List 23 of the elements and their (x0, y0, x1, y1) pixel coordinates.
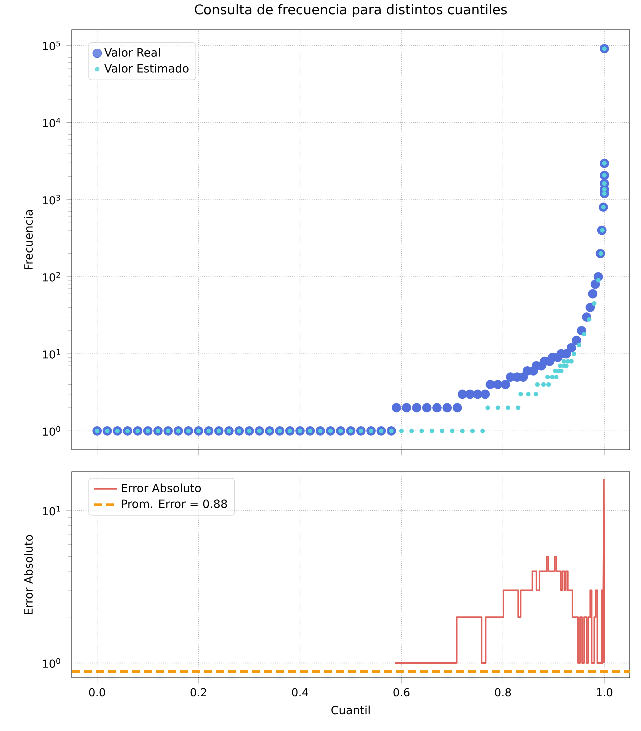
x-tick-label: 1.0 (597, 688, 613, 697)
y-tick-label: 10$^{5}$ (43, 40, 60, 50)
y-tick-label: 10$^{1}$ (43, 349, 60, 359)
legend-label: Prom. Error = 0.88 (122, 500, 228, 508)
legend-label: Valor Real (104, 48, 160, 57)
x-tick-label: 0.8 (495, 688, 512, 697)
y-tick-label: 10$^{0}$ (43, 426, 60, 436)
x-tick-label: 0.6 (394, 688, 410, 697)
y-tick-label: 10$^{0}$ (43, 658, 60, 668)
y-tick-label: 10$^{1}$ (43, 506, 60, 516)
legend-label: Error Absoluto (122, 484, 202, 493)
y-axis-title: Error Absoluto (24, 535, 34, 614)
y-tick-label: 10$^{2}$ (43, 272, 60, 282)
legend-label: Valor Estimado (104, 64, 189, 73)
x-tick-label: 0.2 (190, 688, 206, 697)
x-tick-label: 0.4 (292, 688, 308, 697)
y-axis-title: Frecuencia (24, 210, 34, 270)
chart-title: Consulta de frecuencia para distintos cuantiles (195, 4, 508, 18)
y-tick-label: 10$^{3}$ (43, 195, 60, 205)
x-tick-label: 0.0 (89, 688, 106, 697)
x-axis-title: Cuantil (332, 706, 370, 715)
line-series (394, 479, 606, 664)
y-tick-label: 10$^{4}$ (43, 118, 60, 128)
